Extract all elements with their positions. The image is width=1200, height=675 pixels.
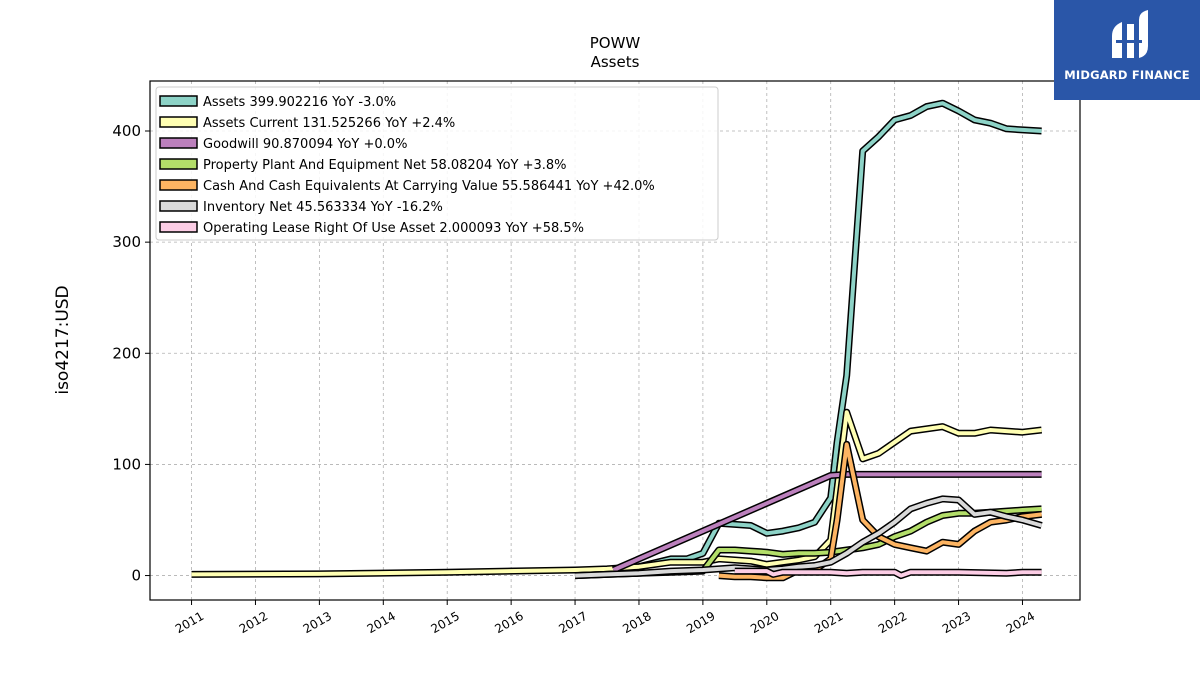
legend-swatch xyxy=(159,95,198,107)
chart-title: POWW xyxy=(590,34,641,52)
midgard-finance-logo: MIDGARD FINANCE xyxy=(1054,0,1200,100)
legend-label: Inventory Net 45.563334 YoY -16.2% xyxy=(203,200,443,215)
legend-label: Cash And Cash Equivalents At Carrying Va… xyxy=(203,179,655,194)
series-line xyxy=(575,496,1043,578)
y-tick-label: 100 xyxy=(112,455,141,473)
y-tick-label: 300 xyxy=(112,233,141,251)
x-tick-label: 2019 xyxy=(684,609,717,636)
series-inventory-net xyxy=(574,495,1043,580)
legend-label: Operating Lease Right Of Use Asset 2.000… xyxy=(203,221,584,236)
series-cash-and-cash-equivalents-at-carrying-value xyxy=(718,440,1043,582)
logo-mark-icon xyxy=(1112,10,1148,58)
x-tick-label: 2024 xyxy=(1004,609,1037,636)
x-tick-label: 2018 xyxy=(620,609,653,636)
x-tick-label: 2022 xyxy=(876,609,909,636)
legend-swatch xyxy=(159,137,198,149)
series-line xyxy=(612,472,1042,572)
logo-text: MIDGARD FINANCE xyxy=(1064,68,1190,82)
legend-box xyxy=(155,86,719,241)
x-tick-label: 2017 xyxy=(556,609,589,636)
legend-swatch xyxy=(159,116,198,128)
legend-swatch xyxy=(159,158,198,170)
x-tick-label: 2014 xyxy=(365,609,398,636)
legend-swatch xyxy=(159,179,198,191)
series-line xyxy=(734,569,1042,578)
y-axis-label: iso4217:USD xyxy=(53,285,73,394)
legend: Assets 399.902216 YoY -3.0% Assets Curren… xyxy=(155,86,719,241)
x-tick-label: 2015 xyxy=(428,609,461,636)
series-layer xyxy=(191,99,1043,582)
legend-swatch xyxy=(159,200,198,212)
series-operating-lease-right-of-use-asset xyxy=(734,567,1042,580)
x-tick-label: 2013 xyxy=(301,609,334,636)
legend-swatch xyxy=(159,221,198,233)
legend-label: Assets 399.902216 YoY -3.0% xyxy=(203,95,396,110)
x-tick-label: 2012 xyxy=(237,609,270,636)
x-tick-label: 2020 xyxy=(748,609,781,636)
plot-frame xyxy=(149,80,1081,601)
legend-label: Goodwill 90.870094 YoY +0.0% xyxy=(203,137,407,152)
legend-label: Assets Current 131.525266 YoY +2.4% xyxy=(203,116,455,131)
series-line xyxy=(718,442,1042,580)
x-tick-label: 2021 xyxy=(812,609,845,636)
series-goodwill xyxy=(612,470,1042,574)
x-tick-label: 2016 xyxy=(492,609,525,636)
x-tick-label: 2023 xyxy=(940,609,973,636)
legend-label: Property Plant And Equipment Net 58.0820… xyxy=(203,158,567,173)
series-assets xyxy=(574,99,1042,576)
y-tick-label: 0 xyxy=(131,567,141,585)
chart-subtitle: Assets xyxy=(591,53,640,71)
x-tick-label: 2011 xyxy=(173,609,206,636)
series-line xyxy=(574,101,1042,575)
y-tick-label: 200 xyxy=(112,344,141,362)
y-tick-label: 400 xyxy=(112,122,141,140)
